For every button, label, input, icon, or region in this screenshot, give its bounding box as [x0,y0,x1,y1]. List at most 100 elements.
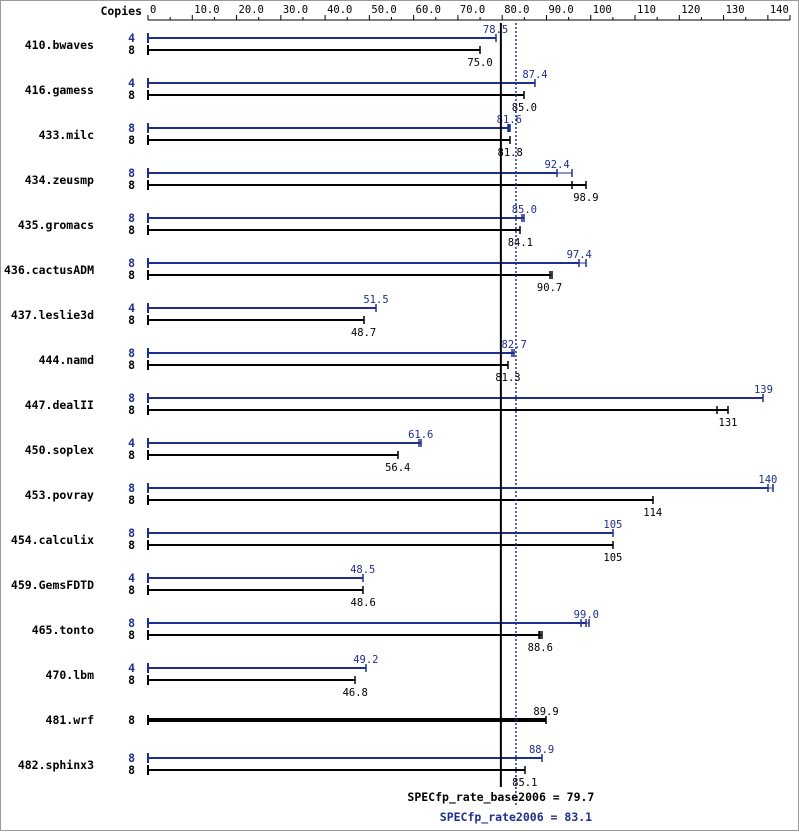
base-value-label: 89.9 [533,706,558,718]
copies-header: Copies [100,4,142,18]
x-tick-label: 120 [681,4,700,16]
benchmark-label: 481.wrf [46,713,95,727]
peak-copies: 4 [128,436,135,450]
base-value-label: 56.4 [385,462,410,474]
base-value-label: 75.0 [467,57,492,69]
base-value-label: 98.9 [573,192,598,204]
peak-value-label: 78.5 [483,24,508,36]
peak-copies: 4 [128,571,135,585]
base-value-label: 81.3 [495,372,520,384]
benchmark-label: 435.gromacs [18,218,94,232]
peak-value-label: 49.2 [353,654,378,666]
peak-value-label: 88.9 [529,744,554,756]
base-copies: 8 [128,673,135,687]
peak-copies: 8 [128,481,135,495]
x-tick-label: 110 [637,4,656,16]
benchmark-label: 436.cactusADM [4,263,94,277]
benchmark-label: 437.leslie3d [11,308,94,322]
x-tick-label: 30.0 [283,4,308,16]
base-copies: 8 [128,763,135,777]
peak-copies: 8 [128,346,135,360]
base-copies: 8 [128,43,135,57]
benchmark-label: 447.dealII [25,398,94,412]
peak-value-label: 48.5 [350,564,375,576]
x-tick-label: 100 [593,4,612,16]
base-value-label: 84.1 [508,237,533,249]
base-value-label: 105 [603,552,622,564]
base-value-label: 46.8 [343,687,368,699]
benchmark-label: 416.gamess [25,83,94,97]
peak-value-label: 85.0 [512,204,537,216]
peak-value-label: 139 [754,384,773,396]
base-summary-label: SPECfp_rate_base2006 = 79.7 [407,790,594,805]
peak-copies: 8 [128,391,135,405]
peak-value-label: 87.4 [522,69,547,81]
base-copies: 8 [128,358,135,372]
base-value-label: 88.6 [528,642,553,654]
base-copies: 8 [128,713,135,727]
x-tick-label: 10.0 [194,4,219,16]
base-value-label: 90.7 [537,282,562,294]
peak-copies: 8 [128,526,135,540]
benchmark-label: 470.lbm [46,668,95,682]
benchmark-label: 444.namd [39,353,94,367]
peak-summary-label: SPECfp_rate2006 = 83.1 [440,810,592,825]
peak-copies: 4 [128,76,135,90]
benchmark-label: 465.tonto [32,623,94,637]
base-copies: 8 [128,538,135,552]
peak-value-label: 99.0 [574,609,599,621]
peak-value-label: 61.6 [408,429,433,441]
base-copies: 8 [128,223,135,237]
x-tick-label: 0 [150,4,156,16]
base-value-label: 48.7 [351,327,376,339]
x-tick-label: 60.0 [416,4,441,16]
base-copies: 8 [128,133,135,147]
peak-copies: 8 [128,751,135,765]
x-tick-label: 80.0 [504,4,529,16]
peak-value-label: 140 [758,474,777,486]
base-value-label: 85.0 [512,102,537,114]
base-value-label: 85.1 [512,777,537,789]
peak-value-label: 92.4 [544,159,569,171]
peak-copies: 4 [128,31,135,45]
x-tick-label: 90.0 [548,4,573,16]
base-copies: 8 [128,313,135,327]
x-tick-label: 130 [726,4,745,16]
peak-value-label: 51.5 [363,294,388,306]
x-tick-label: 20.0 [239,4,264,16]
base-copies: 8 [128,493,135,507]
benchmark-label: 433.milc [39,128,94,142]
peak-value-label: 105 [603,519,622,531]
base-copies: 8 [128,448,135,462]
benchmark-label: 459.GemsFDTD [11,578,94,592]
base-copies: 8 [128,268,135,282]
base-copies: 8 [128,178,135,192]
base-value-label: 131 [719,417,738,429]
benchmark-label: 453.povray [25,488,94,502]
benchmark-label: 450.soplex [25,443,94,457]
x-tick-label: 140 [770,4,789,16]
peak-value-label: 82.7 [502,339,527,351]
x-tick-label: 70.0 [460,4,485,16]
base-value-label: 48.6 [351,597,376,609]
benchmark-label: 434.zeusmp [25,173,94,187]
peak-copies: 8 [128,121,135,135]
x-tick-label: 50.0 [371,4,396,16]
base-copies: 8 [128,88,135,102]
peak-copies: 4 [128,301,135,315]
peak-copies: 8 [128,211,135,225]
base-copies: 8 [128,583,135,597]
x-tick-label: 40.0 [327,4,352,16]
base-copies: 8 [128,403,135,417]
base-value-label: 114 [643,507,662,519]
peak-copies: 8 [128,166,135,180]
benchmark-label: 410.bwaves [25,38,94,52]
benchmark-label: 482.sphinx3 [18,758,94,772]
base-copies: 8 [128,628,135,642]
benchmark-label: 454.calculix [11,533,94,547]
peak-value-label: 97.4 [567,249,592,261]
peak-copies: 8 [128,616,135,630]
peak-copies: 8 [128,256,135,270]
